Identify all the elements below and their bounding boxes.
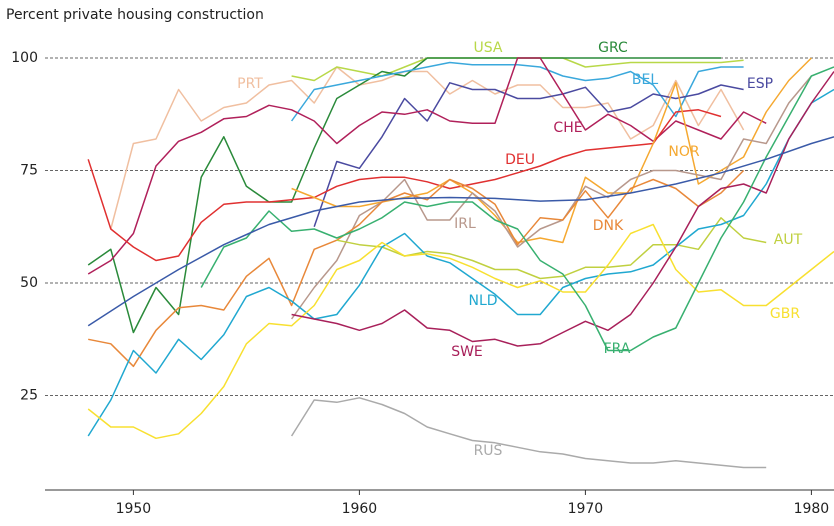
series-label: PRT bbox=[237, 76, 263, 92]
chart-title: Percent private housing construction bbox=[6, 7, 264, 23]
x-tick-label: 1980 bbox=[794, 501, 830, 517]
series-line bbox=[87, 57, 721, 334]
series-line bbox=[87, 88, 834, 437]
y-tick-label: 100 bbox=[11, 50, 38, 66]
series-line bbox=[291, 57, 744, 82]
series-line bbox=[313, 82, 744, 228]
series-line bbox=[290, 61, 744, 122]
trend-line bbox=[87, 136, 834, 327]
x-tick-label: 1970 bbox=[568, 501, 604, 517]
series-label: FRA bbox=[604, 341, 631, 357]
y-tick-label: 50 bbox=[20, 275, 38, 291]
series-label: USA bbox=[474, 40, 503, 56]
x-tick-label: 1960 bbox=[342, 501, 378, 517]
series-label: CHE bbox=[553, 120, 582, 136]
series-line bbox=[88, 169, 745, 368]
series-line bbox=[87, 109, 722, 262]
series-label: RUS bbox=[474, 443, 503, 459]
series-label: DNK bbox=[593, 218, 624, 234]
series-label: AUT bbox=[774, 232, 803, 248]
series-label: NOR bbox=[668, 144, 699, 160]
series-label: GRC bbox=[598, 40, 628, 56]
y-tick-label: 25 bbox=[20, 388, 38, 404]
series-line bbox=[291, 57, 812, 244]
series-label: IRL bbox=[454, 216, 476, 232]
series-line bbox=[290, 397, 767, 469]
y-tick-label: 75 bbox=[20, 163, 38, 179]
series-line bbox=[290, 75, 812, 320]
series-line bbox=[291, 71, 834, 347]
series-line bbox=[336, 217, 767, 280]
series-label: DEU bbox=[505, 152, 535, 168]
series-line bbox=[87, 223, 834, 440]
series-line bbox=[200, 66, 834, 352]
x-tick-label: 1950 bbox=[116, 501, 152, 517]
series-label: SWE bbox=[451, 344, 483, 360]
series-label: GBR bbox=[770, 306, 800, 322]
series-line bbox=[87, 57, 767, 275]
series-label: NLD bbox=[468, 293, 497, 309]
series-label: ESP bbox=[747, 76, 773, 92]
series-line bbox=[110, 66, 745, 230]
series-label: BEL bbox=[632, 72, 658, 88]
